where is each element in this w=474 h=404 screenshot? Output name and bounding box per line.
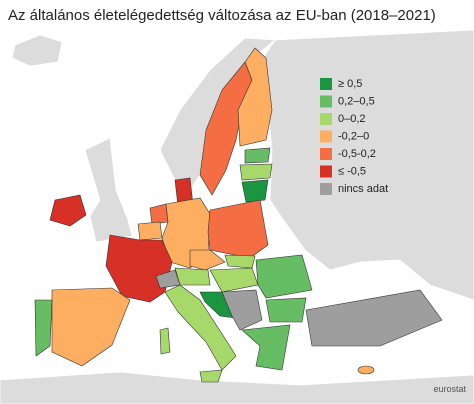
land [11, 34, 63, 67]
country [49, 194, 87, 227]
legend-swatch [320, 113, 332, 125]
country [224, 254, 256, 269]
country [207, 199, 269, 259]
legend-swatch [320, 165, 332, 178]
legend-swatch [320, 130, 332, 143]
country [255, 254, 313, 299]
countries [34, 47, 443, 383]
legend-label: ≥ 0,5 [338, 78, 362, 90]
country [305, 289, 443, 347]
country [164, 284, 237, 371]
legend-label: 0–0,2 [338, 113, 366, 125]
country [265, 297, 307, 323]
country [189, 249, 226, 271]
non-eu-land [0, 29, 474, 404]
country [241, 324, 291, 371]
country [221, 289, 263, 331]
legend-label: ≤ -0,5 [338, 165, 366, 177]
legend-label: -0,2–0 [338, 130, 369, 142]
country [51, 287, 131, 367]
country [237, 47, 273, 147]
legend-swatch [320, 183, 332, 195]
legend-swatch [320, 78, 332, 90]
land [84, 137, 133, 243]
country [244, 147, 271, 164]
country [241, 179, 269, 203]
legend-label: nincs adat [338, 183, 388, 195]
credit: eurostat [433, 384, 466, 394]
country [34, 299, 53, 357]
land [159, 37, 277, 197]
country [357, 365, 375, 375]
legend: ≥ 0,5 0,2–0,5 0–0,2 -0,2–0 -0,5-0,2 ≤ -0,5 nin… [320, 78, 388, 195]
country [174, 267, 211, 286]
country [239, 163, 273, 181]
country [137, 221, 163, 241]
legend-label: 0,2–0,5 [338, 95, 375, 107]
country [199, 369, 223, 383]
land [0, 371, 474, 404]
legend-label: -0,5-0,2 [338, 148, 376, 160]
map-title: Az általános életelégedettség változása … [8, 7, 436, 24]
country [199, 291, 236, 319]
legend-swatch [320, 148, 332, 160]
legend-swatch [320, 95, 332, 108]
country [159, 327, 171, 355]
